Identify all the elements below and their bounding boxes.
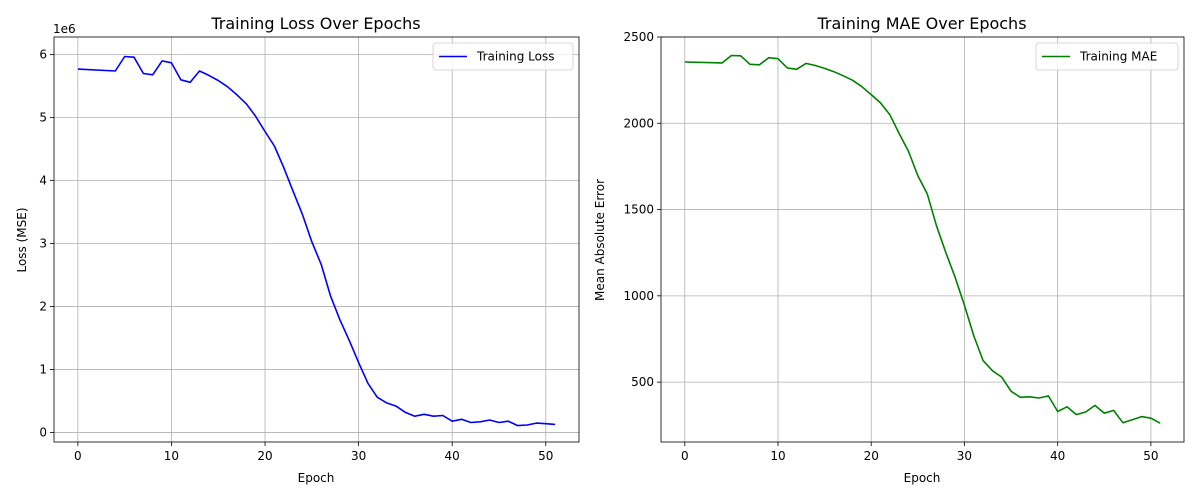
mae-x-tick-label: 50 <box>1143 449 1158 463</box>
loss-x-tick-label: 0 <box>74 449 82 463</box>
loss-legend: Training Loss <box>432 42 574 71</box>
mae-legend: Training MAE <box>1035 42 1179 71</box>
loss-y-tick-label: 6 <box>39 48 47 62</box>
loss-y-tick-label: 1 <box>39 363 47 377</box>
mae-x-axis-label: Epoch <box>904 471 941 485</box>
mae-x-tick-label: 40 <box>1050 449 1065 463</box>
mae-y-tick-label: 1500 <box>623 203 654 217</box>
loss-y-tick-label: 0 <box>39 426 47 440</box>
loss-x-tick-label: 10 <box>164 449 179 463</box>
mae-x-tick-label: 20 <box>864 449 879 463</box>
loss-y-tick-label: 5 <box>39 111 47 125</box>
loss-legend-box <box>432 42 574 71</box>
loss-y-tick-label: 2 <box>39 300 47 314</box>
mae-series-layer <box>684 54 1161 424</box>
loss-chart-title: Training Loss Over Epochs <box>210 14 420 33</box>
loss-y-ticks: 0 1 2 3 4 5 6 <box>39 48 54 440</box>
loss-x-tick-label: 40 <box>445 449 460 463</box>
loss-y-tick-label: 4 <box>39 174 47 188</box>
mae-plot-frame <box>660 36 1185 443</box>
loss-x-tick-label: 30 <box>351 449 366 463</box>
mae-x-ticks: 0 10 20 30 40 50 <box>681 442 1159 463</box>
loss-plot-frame <box>53 36 580 443</box>
loss-series-layer <box>77 55 556 427</box>
loss-y-tick-label: 3 <box>39 237 47 251</box>
loss-y-axis-label: Loss (MSE) <box>15 207 29 272</box>
mae-x-tick-label: 10 <box>770 449 785 463</box>
mae-y-ticks: 500 1000 1500 2000 2500 <box>623 30 661 389</box>
loss-legend-label: Training Loss <box>476 50 554 64</box>
mae-series-line <box>684 54 1161 424</box>
loss-x-tick-label: 20 <box>257 449 272 463</box>
mae-y-tick-label: 500 <box>631 375 654 389</box>
loss-chart: 0 10 20 30 40 50 0 1 2 3 4 5 6 Training Loss Over E… <box>15 14 580 485</box>
mae-legend-box <box>1035 42 1179 71</box>
mae-chart-title: Training MAE Over Epochs <box>816 14 1026 33</box>
mae-x-tick-label: 30 <box>957 449 972 463</box>
mae-chart: 0 10 20 30 40 50 500 1000 1500 2000 2500 Training… <box>593 14 1185 485</box>
mae-y-tick-label: 1000 <box>623 289 654 303</box>
loss-series-line <box>77 55 556 427</box>
loss-x-ticks: 0 10 20 30 40 50 <box>74 442 553 463</box>
mae-y-axis-label: Mean Absolute Error <box>593 179 607 301</box>
mae-y-tick-label: 2500 <box>623 30 654 44</box>
loss-x-axis-label: Epoch <box>298 471 335 485</box>
loss-y-offset-label: 1e6 <box>53 22 76 36</box>
loss-gridlines <box>54 37 579 442</box>
mae-y-tick-label: 2000 <box>623 116 654 130</box>
mae-legend-label: Training MAE <box>1079 50 1157 64</box>
mae-x-tick-label: 0 <box>681 449 689 463</box>
loss-x-tick-label: 50 <box>538 449 553 463</box>
